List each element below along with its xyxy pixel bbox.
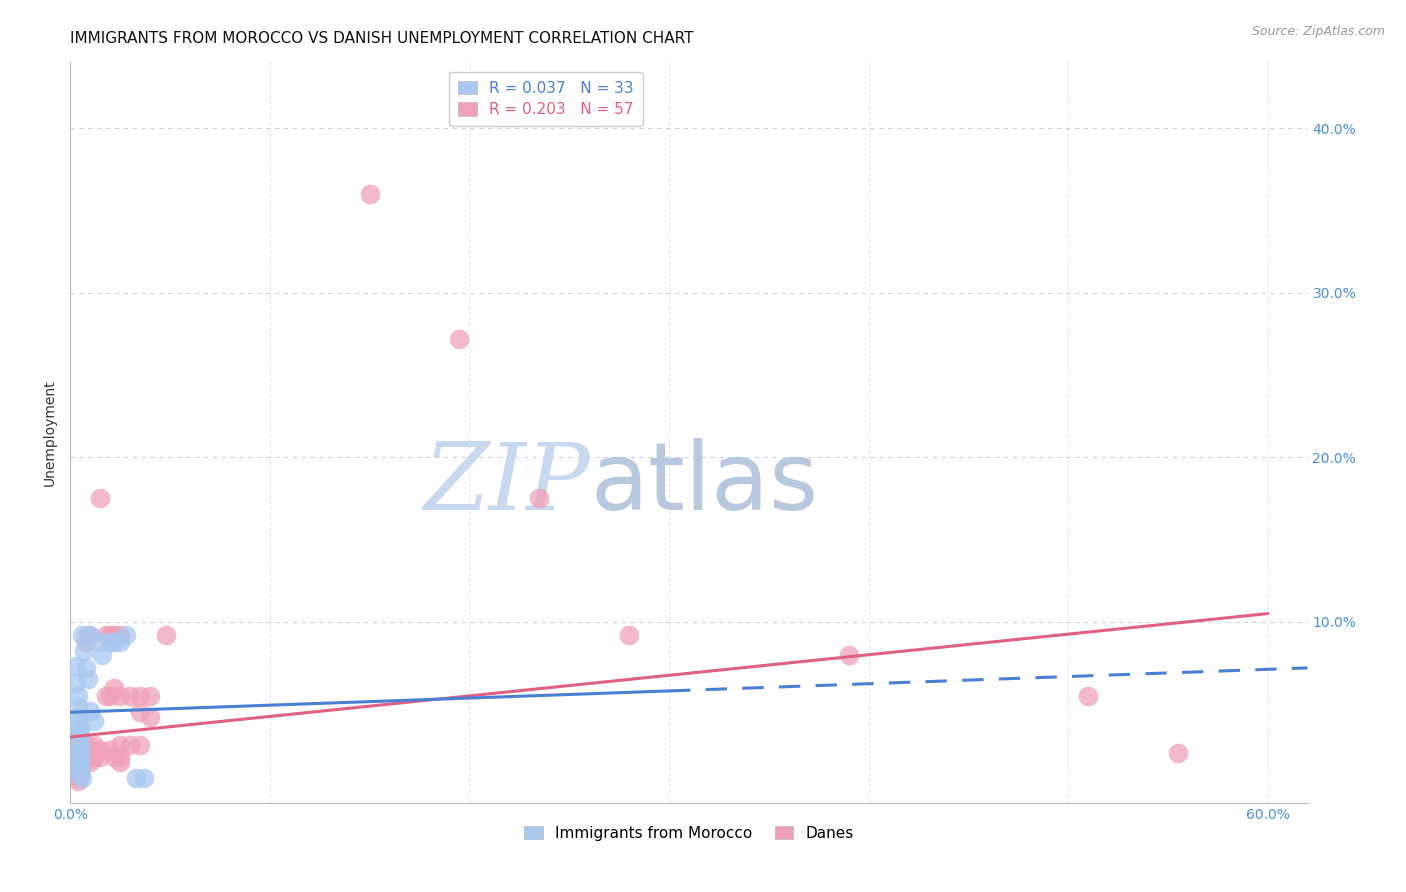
Point: [129, 706, 152, 720]
Point: [73, 755, 96, 769]
Point: [69, 738, 91, 752]
Point: [69, 759, 91, 773]
Point: [72, 749, 94, 764]
Point: [108, 755, 131, 769]
Point: [77, 673, 100, 687]
Point: [91, 648, 114, 662]
Point: [529, 491, 551, 506]
Point: [134, 771, 156, 785]
Text: Source: ZipAtlas.com: Source: ZipAtlas.com: [1251, 25, 1385, 38]
Point: [103, 749, 125, 764]
Point: [69, 768, 91, 782]
Point: [67, 763, 90, 777]
Point: [67, 755, 90, 769]
Point: [98, 743, 121, 757]
Point: [67, 771, 90, 785]
Point: [67, 768, 90, 782]
Point: [108, 634, 131, 648]
Point: [617, 628, 640, 642]
Point: [73, 747, 96, 761]
Point: [98, 628, 121, 642]
Point: [69, 763, 91, 777]
Point: [69, 749, 91, 764]
Point: [72, 628, 94, 642]
Text: atlas: atlas: [591, 439, 818, 531]
Point: [69, 747, 91, 761]
Point: [72, 741, 94, 756]
Point: [120, 689, 142, 703]
Point: [73, 644, 96, 658]
Point: [65, 741, 87, 756]
Point: [67, 689, 90, 703]
Point: [120, 738, 142, 752]
Point: [75, 747, 97, 761]
Point: [139, 689, 162, 703]
Point: [89, 491, 111, 506]
Point: [98, 634, 121, 648]
Point: [108, 628, 131, 642]
Point: [155, 628, 177, 642]
Point: [139, 710, 162, 724]
Point: [125, 771, 148, 785]
Point: [108, 738, 131, 752]
Point: [77, 628, 100, 642]
Point: [69, 722, 91, 736]
Point: [72, 771, 94, 785]
Point: [79, 755, 101, 769]
Point: [65, 659, 87, 673]
Point: [75, 661, 97, 675]
Point: [449, 332, 471, 346]
Legend: Immigrants from Morocco, Danes: Immigrants from Morocco, Danes: [517, 820, 860, 847]
Point: [89, 743, 111, 757]
Point: [108, 689, 131, 703]
Point: [69, 733, 91, 747]
Point: [108, 749, 131, 764]
Point: [79, 749, 101, 764]
Point: [69, 733, 91, 747]
Point: [103, 628, 125, 642]
Point: [79, 628, 101, 642]
Point: [359, 187, 381, 202]
Point: [115, 628, 138, 642]
Point: [103, 634, 125, 648]
Point: [69, 743, 91, 757]
Point: [96, 689, 118, 703]
Point: [83, 738, 105, 752]
Point: [69, 755, 91, 769]
Point: [69, 743, 91, 757]
Point: [65, 675, 87, 690]
Point: [96, 628, 118, 642]
Point: [67, 700, 90, 714]
Point: [69, 727, 91, 741]
Text: IMMIGRANTS FROM MOROCCO VS DANISH UNEMPLOYMENT CORRELATION CHART: IMMIGRANTS FROM MOROCCO VS DANISH UNEMPL…: [70, 31, 693, 46]
Point: [79, 743, 101, 757]
Point: [75, 634, 97, 648]
Point: [89, 749, 111, 764]
Point: [1077, 689, 1099, 703]
Point: [67, 774, 90, 789]
Point: [75, 738, 97, 752]
Point: [65, 733, 87, 747]
Point: [67, 710, 90, 724]
Y-axis label: Unemployment: Unemployment: [44, 379, 58, 486]
Point: [67, 716, 90, 731]
Point: [838, 648, 860, 662]
Point: [83, 714, 105, 728]
Point: [129, 689, 152, 703]
Point: [1167, 747, 1189, 761]
Point: [65, 749, 87, 764]
Point: [129, 738, 152, 752]
Text: ZIP: ZIP: [423, 440, 591, 530]
Point: [69, 759, 91, 773]
Point: [69, 749, 91, 764]
Point: [103, 681, 125, 695]
Point: [67, 759, 90, 773]
Point: [79, 704, 101, 718]
Point: [98, 689, 121, 703]
Point: [69, 755, 91, 769]
Point: [89, 634, 111, 648]
Point: [83, 749, 105, 764]
